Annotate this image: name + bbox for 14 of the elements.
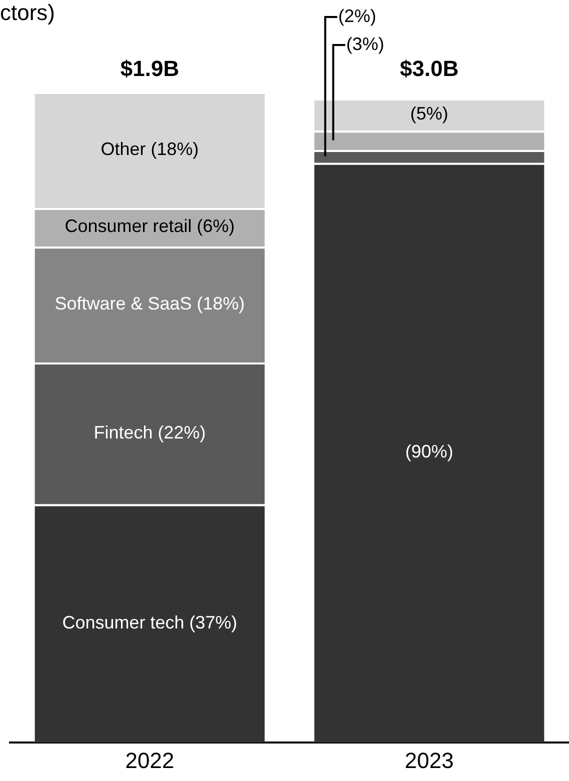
x-tick-label: 2023 bbox=[404, 748, 454, 773]
chart-title: ctors) bbox=[0, 0, 55, 26]
x-tick-label: 2022 bbox=[125, 748, 174, 773]
data-label: Other (18%) bbox=[100, 138, 199, 159]
data-label: (2%) bbox=[338, 6, 376, 26]
text: $1.9B bbox=[120, 56, 180, 82]
data-label: Consumer tech (37%) bbox=[62, 612, 238, 632]
data-label: Software & SaaS (18%) bbox=[54, 294, 245, 314]
data-label: (90%) bbox=[405, 442, 454, 462]
data-label: (3%) bbox=[346, 34, 384, 54]
data-label: Consumer retail (6%) bbox=[64, 216, 235, 236]
data-label: Fintech (22%) bbox=[94, 422, 206, 442]
text: $3.0B bbox=[400, 56, 459, 82]
data-label: (5%) bbox=[410, 104, 448, 124]
